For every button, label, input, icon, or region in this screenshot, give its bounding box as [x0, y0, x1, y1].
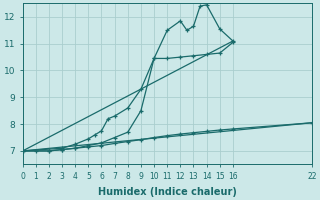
X-axis label: Humidex (Indice chaleur): Humidex (Indice chaleur) — [98, 187, 236, 197]
